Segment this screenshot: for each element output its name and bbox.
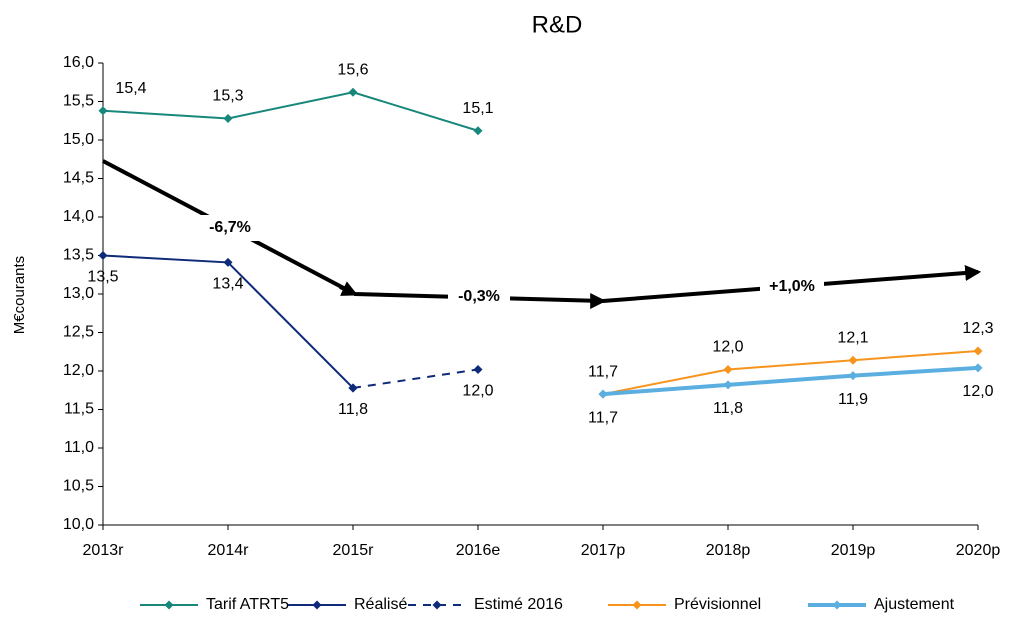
data-label: 15,4 <box>115 80 146 97</box>
x-tick-label: 2020p <box>956 542 1001 559</box>
series-line <box>102 91 479 132</box>
x-tick-label: 2016e <box>456 542 501 559</box>
point-marker <box>473 126 483 136</box>
x-tick-label: 2015r <box>333 542 375 559</box>
point-marker <box>848 355 858 365</box>
point-marker <box>598 389 608 399</box>
point-marker <box>223 113 233 123</box>
data-label: 12,0 <box>462 383 493 400</box>
x-tick-label: 2017p <box>581 542 626 559</box>
legend-label: Tarif ATRT5 <box>206 596 289 613</box>
series-line <box>352 368 479 389</box>
legend-label: Ajustement <box>874 596 955 613</box>
arrow-head <box>964 265 982 281</box>
data-label: 13,4 <box>212 276 243 293</box>
data-label: 15,6 <box>337 61 368 78</box>
annotation: +1,0% <box>769 278 815 295</box>
annotation: -0,3% <box>458 288 500 305</box>
arrow-head <box>339 281 358 296</box>
x-tick-label: 2014r <box>208 542 250 559</box>
y-tick-label: 16,0 <box>63 54 94 71</box>
point-marker <box>348 383 358 393</box>
series-line <box>602 365 979 397</box>
point-marker <box>723 364 733 374</box>
legend-marker <box>432 600 442 610</box>
y-tick-label: 15,5 <box>63 93 94 110</box>
point-marker <box>98 251 108 260</box>
data-label: 11,8 <box>338 401 368 418</box>
data-label: 12,1 <box>837 329 868 346</box>
annotation-bg <box>200 215 260 241</box>
point-marker <box>848 371 858 381</box>
x-tick-label: 2019p <box>831 542 876 559</box>
legend-marker <box>164 600 174 610</box>
legend-label: Réalisé <box>354 596 407 613</box>
chart-title: R&D <box>532 11 583 38</box>
point-marker <box>223 257 233 267</box>
data-label: 12,0 <box>712 339 743 356</box>
data-label: 15,1 <box>462 100 493 117</box>
legend-label: Prévisionnel <box>674 596 761 613</box>
legend-marker <box>632 600 642 610</box>
annotation-bg <box>760 274 824 300</box>
data-label: 11,9 <box>838 391 868 408</box>
legend-marker <box>312 600 322 610</box>
legend-label: Estimé 2016 <box>474 596 563 613</box>
data-label: 13,5 <box>87 269 118 286</box>
data-label: 12,0 <box>962 383 993 400</box>
data-label: 11,7 <box>588 409 618 426</box>
y-tick-label: 15,0 <box>63 131 94 148</box>
y-tick-label: 14,0 <box>63 208 94 225</box>
y-tick-label: 11,5 <box>64 401 94 418</box>
point-marker <box>973 363 983 373</box>
x-tick-label: 2013r <box>83 542 125 559</box>
y-tick-label: 10,0 <box>63 516 94 533</box>
data-label: 15,3 <box>212 88 243 105</box>
y-tick-label: 13,0 <box>63 285 94 302</box>
y-axis-label: M€courants <box>11 256 28 334</box>
annotation: -6,7% <box>209 219 251 236</box>
y-tick-label: 11,0 <box>64 439 94 456</box>
legend-marker <box>832 600 842 610</box>
y-tick-label: 10,5 <box>63 478 94 495</box>
data-label: 11,7 <box>588 363 618 380</box>
data-label: 12,3 <box>962 320 993 337</box>
x-tick-label: 2018p <box>706 542 751 559</box>
series-line <box>602 349 979 396</box>
data-label: 11,8 <box>713 400 743 417</box>
y-tick-label: 13,5 <box>63 247 94 264</box>
point-marker <box>473 364 483 374</box>
annotation-bg <box>448 284 510 310</box>
point-marker <box>723 380 733 390</box>
point-marker <box>348 87 358 97</box>
y-tick-label: 14,5 <box>63 170 94 187</box>
point-marker <box>98 106 108 116</box>
y-tick-label: 12,0 <box>63 362 94 379</box>
point-marker <box>973 346 983 356</box>
y-tick-label: 12,5 <box>63 324 94 341</box>
